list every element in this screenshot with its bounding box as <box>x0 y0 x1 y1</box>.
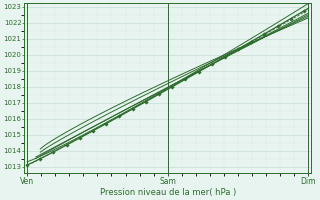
X-axis label: Pression niveau de la mer( hPa ): Pression niveau de la mer( hPa ) <box>100 188 236 197</box>
